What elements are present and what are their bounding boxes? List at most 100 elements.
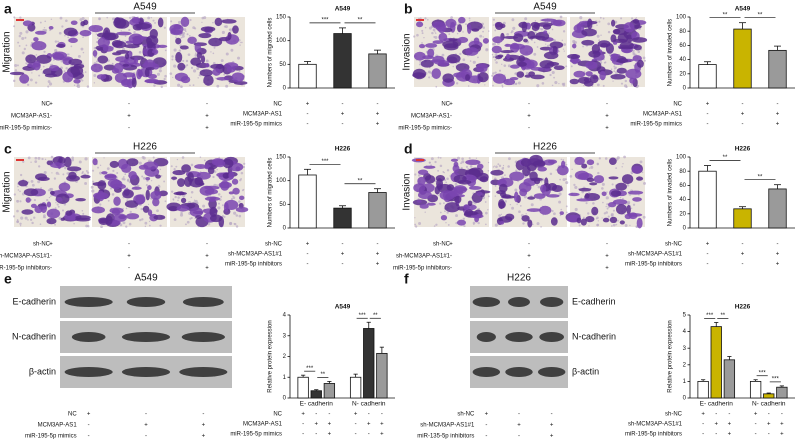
micrograph-texture xyxy=(147,203,150,206)
micrograph-texture xyxy=(95,41,99,44)
micrograph-texture xyxy=(70,45,73,48)
micrograph-texture xyxy=(60,60,63,63)
scale-bar xyxy=(16,19,24,21)
condition-mark: + xyxy=(380,422,384,428)
micrograph-texture xyxy=(120,30,122,32)
micrograph-texture xyxy=(76,85,79,88)
micrograph-texture xyxy=(482,26,485,29)
stained-cell xyxy=(636,217,643,229)
condition-mark: + xyxy=(301,412,305,418)
stained-cell xyxy=(452,44,457,49)
micrograph-texture xyxy=(468,17,471,20)
stained-cell xyxy=(551,185,563,192)
micrograph-texture xyxy=(434,160,437,164)
micrograph-texture xyxy=(563,82,566,85)
stained-cell xyxy=(219,180,230,191)
micrograph-texture xyxy=(56,203,59,206)
condition-mark: + xyxy=(202,423,206,429)
stained-cell xyxy=(25,197,31,203)
stained-cell xyxy=(50,162,66,169)
bar xyxy=(368,53,387,89)
micrograph-texture xyxy=(13,193,16,196)
micrograph-texture xyxy=(487,169,490,172)
micrograph-texture xyxy=(607,30,611,34)
significance-label: ** xyxy=(358,17,363,23)
micrograph-texture xyxy=(128,222,132,226)
stained-cell xyxy=(46,208,61,219)
stained-cell xyxy=(432,55,445,65)
stained-cell xyxy=(476,63,488,73)
micrograph-texture xyxy=(419,60,422,63)
micrograph-texture xyxy=(92,180,95,183)
micrograph-texture xyxy=(456,156,461,160)
micrograph-texture xyxy=(55,202,57,204)
y-tick-label: 4 xyxy=(683,329,687,335)
micrograph-texture xyxy=(54,223,56,226)
micrograph-texture xyxy=(469,165,473,168)
micrograph-texture xyxy=(71,156,74,160)
stained-cell xyxy=(559,211,564,215)
stained-cell xyxy=(523,59,538,69)
stained-cell xyxy=(519,45,534,56)
stained-cell xyxy=(48,25,54,30)
stained-cell xyxy=(521,21,528,33)
micrograph-texture xyxy=(566,211,568,214)
micrograph-texture xyxy=(196,67,200,71)
micrograph-texture xyxy=(494,177,497,181)
micrograph-texture xyxy=(18,34,22,38)
micrograph-texture xyxy=(622,163,624,165)
stained-cell xyxy=(145,189,150,201)
condition-mark: - xyxy=(755,432,757,438)
stained-cell xyxy=(526,208,542,212)
micrograph-texture xyxy=(243,188,245,191)
micrograph-texture xyxy=(455,214,458,218)
micrograph-texture xyxy=(31,221,34,225)
micrograph-texture xyxy=(546,44,550,48)
stained-cell xyxy=(126,213,140,220)
micrograph-texture xyxy=(176,158,179,161)
micrograph-texture xyxy=(170,20,173,23)
micrograph-texture xyxy=(632,203,636,206)
micrograph-texture xyxy=(238,200,241,203)
stained-cell xyxy=(499,220,505,225)
micrograph-texture xyxy=(626,201,630,205)
micrograph-texture xyxy=(486,48,488,51)
stained-cell xyxy=(231,72,245,83)
stained-cell xyxy=(152,50,157,54)
significance-label: *** xyxy=(359,313,367,319)
micrograph-texture xyxy=(44,20,47,23)
stained-cell xyxy=(157,44,168,49)
y-tick-label: 1 xyxy=(283,375,287,381)
micrograph-texture xyxy=(592,202,595,205)
condition-mark: + xyxy=(328,432,332,438)
condition-mark: - xyxy=(206,102,208,108)
micrograph-texture xyxy=(171,55,174,58)
stained-cell xyxy=(586,159,595,166)
micrograph-texture xyxy=(190,196,192,199)
stained-cell xyxy=(499,192,507,198)
micrograph-texture xyxy=(455,82,459,85)
micrograph-texture xyxy=(512,26,516,30)
micrograph-texture xyxy=(240,171,244,175)
micrograph-texture xyxy=(106,167,110,171)
image-title: A549 xyxy=(133,2,157,13)
blot-band xyxy=(182,297,224,307)
stained-cell xyxy=(187,36,197,44)
chart-title: A549 xyxy=(335,304,351,311)
stained-cell xyxy=(224,62,239,69)
stained-cell xyxy=(530,74,545,80)
micrograph-texture xyxy=(189,84,191,87)
micrograph-texture xyxy=(571,168,573,170)
stained-cell xyxy=(608,157,617,165)
condition-mark: + xyxy=(605,254,609,260)
micrograph-texture xyxy=(57,40,59,43)
bar xyxy=(768,49,787,89)
bar xyxy=(733,28,752,89)
stained-cell xyxy=(58,156,63,164)
stained-cell xyxy=(22,20,33,27)
stained-cell xyxy=(52,52,65,61)
stained-cell xyxy=(105,215,113,226)
micrograph-texture xyxy=(19,31,23,35)
micrograph-texture xyxy=(160,175,163,177)
